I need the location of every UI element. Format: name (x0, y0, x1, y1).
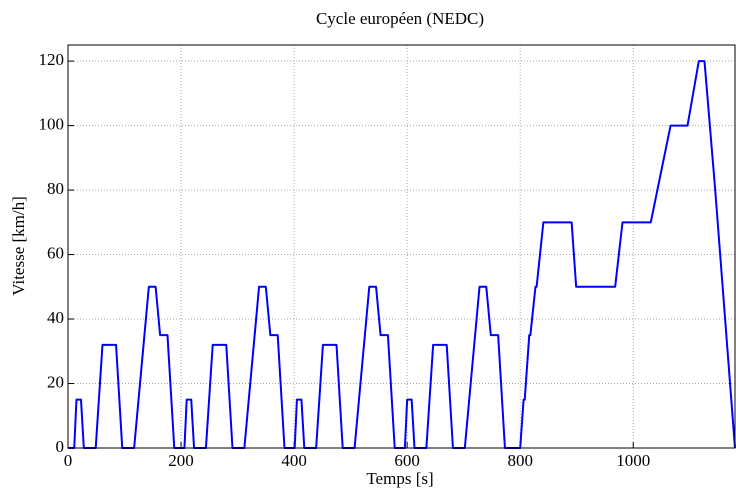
x-axis-label: Temps [s] (366, 469, 433, 488)
x-tick-label: 200 (168, 451, 194, 470)
y-tick-label: 40 (47, 308, 64, 327)
y-tick-label: 80 (47, 179, 64, 198)
plot-area (68, 45, 735, 448)
speed-line (68, 60, 736, 449)
y-tick-label: 100 (39, 115, 65, 134)
y-axis-label: Vitesse [km/h] (9, 196, 28, 296)
chart-title: Cycle européen (NEDC) (316, 9, 484, 28)
x-tick-label: 0 (64, 451, 73, 470)
y-tick-label: 0 (56, 437, 65, 456)
x-tick-label: 600 (394, 451, 420, 470)
y-tick-label: 20 (47, 372, 64, 391)
x-tick-label: 800 (507, 451, 533, 470)
y-tick-label: 60 (47, 243, 64, 262)
x-tick-label: 400 (281, 451, 307, 470)
axes-box (67, 44, 736, 449)
y-tick-label: 120 (39, 50, 65, 69)
x-tick-label: 1000 (616, 451, 650, 470)
